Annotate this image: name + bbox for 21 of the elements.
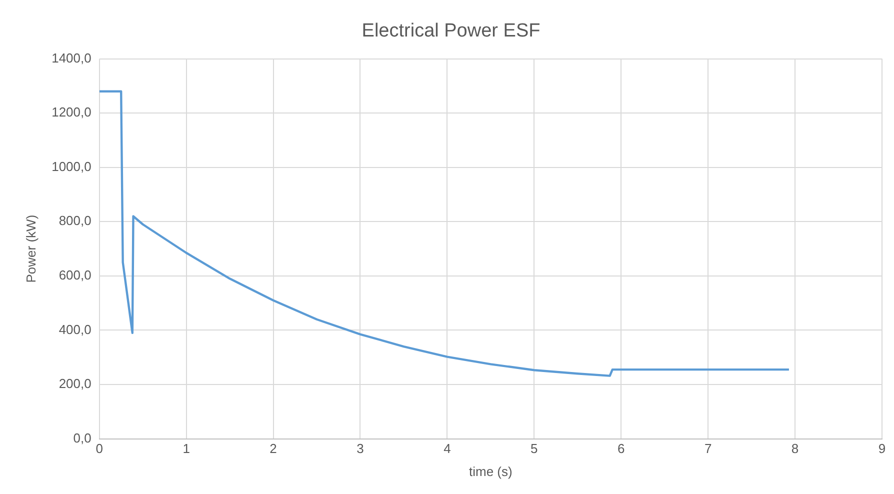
chart-title: Electrical Power ESF: [362, 20, 540, 42]
x-tick-label: 4: [444, 441, 451, 456]
x-tick-label: 7: [704, 441, 712, 456]
x-tick-label: 0: [96, 441, 103, 456]
y-tick-label: 800,0: [58, 213, 92, 228]
x-tick-label: 5: [530, 441, 538, 456]
x-tick-label: 3: [356, 441, 364, 456]
y-tick-label: 1000,0: [52, 158, 92, 174]
x-tick-label: 2: [270, 441, 277, 456]
y-tick-label: 1200,0: [52, 104, 92, 120]
x-axis-title: time (s): [469, 464, 512, 479]
x-tick-label: 8: [791, 441, 799, 456]
y-tick-label: 1400,0: [52, 50, 92, 66]
x-tick-label: 6: [618, 441, 625, 456]
y-axis-title: Power (kW): [23, 214, 38, 283]
y-tick-label: 400,0: [58, 322, 92, 337]
x-tick-label: 9: [878, 441, 886, 456]
y-tick-label: 600,0: [58, 268, 92, 283]
x-tick-label: 1: [182, 441, 190, 456]
y-tick-label: 0,0: [73, 430, 92, 446]
y-tick-label: 200,0: [58, 376, 92, 392]
